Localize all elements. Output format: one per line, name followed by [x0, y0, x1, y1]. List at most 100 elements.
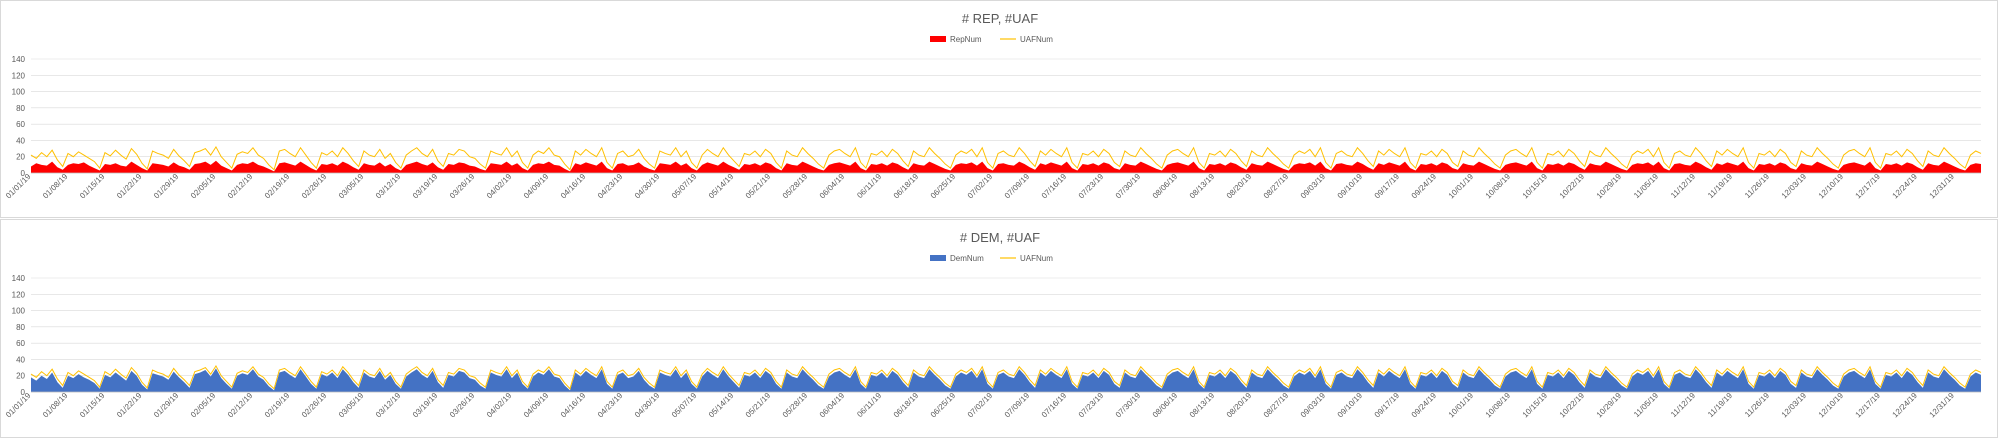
- dem-x-tick-11-05-19: 11/05/19: [1632, 391, 1660, 419]
- rep-series-repnum: [31, 160, 1981, 173]
- rep-x-tick-03-12-19: 03/12/19: [374, 172, 403, 201]
- rep-legend-label-repnum: RepNum: [950, 35, 982, 44]
- rep-y-tick-40: 40: [16, 136, 25, 145]
- dem-x-tick-06-04-19: 06/04/19: [818, 391, 847, 420]
- rep-legend-label-uafnum: UAFNum: [1020, 35, 1053, 44]
- dem-legend-label-demnum: DemNum: [950, 254, 984, 263]
- rep-x-tick-07-09-19: 07/09/19: [1003, 172, 1032, 201]
- rep-x-tick-12-10-19: 12/10/19: [1817, 172, 1846, 201]
- dem-x-tick-03-26-19: 03/26/19: [448, 391, 477, 420]
- dem-area-demnum: [31, 368, 1981, 392]
- dem-legend-swatch-demnum: [930, 255, 946, 261]
- rep-x-tick-06-11-19: 06/11/19: [855, 172, 883, 200]
- dem-y-tick-120: 120: [12, 290, 26, 299]
- rep-legend-item-uafnum: UAFNum: [1000, 35, 1053, 44]
- dem-legend-item-demnum: DemNum: [930, 254, 984, 263]
- dem-x-tick-01-08-19: 01/08/19: [41, 391, 70, 420]
- rep-x-tick-04-23-19: 04/23/19: [596, 172, 625, 201]
- rep-x-tick-10-29-19: 10/29/19: [1595, 172, 1624, 201]
- dem-x-tick-10-08-19: 10/08/19: [1484, 391, 1513, 420]
- rep-x-tick-07-30-19: 07/30/19: [1114, 172, 1143, 201]
- dem-x-tick-06-11-19: 06/11/19: [855, 391, 883, 419]
- rep-x-tick-08-06-19: 08/06/19: [1151, 172, 1180, 201]
- rep-y-tick-0: 0: [21, 169, 26, 178]
- dem-y-tick-100: 100: [12, 307, 26, 316]
- rep-x-tick-05-14-19: 05/14/19: [707, 172, 736, 201]
- rep-x-tick-09-03-19: 09/03/19: [1299, 172, 1328, 201]
- rep-x-tick-03-19-19: 03/19/19: [411, 172, 440, 201]
- dem-x-tick-04-16-19: 04/16/19: [559, 391, 588, 420]
- rep-x-tick-08-27-19: 08/27/19: [1262, 172, 1291, 201]
- dem-x-tick-08-20-19: 08/20/19: [1225, 391, 1254, 420]
- dem-legend-item-uafnum: UAFNum: [1000, 254, 1053, 263]
- rep-x-tick-02-05-19: 02/05/19: [189, 172, 218, 201]
- dem-x-tick-02-12-19: 02/12/19: [226, 391, 255, 420]
- rep-x-tick-12-17-19: 12/17/19: [1854, 172, 1883, 201]
- dem-x-tick-09-24-19: 09/24/19: [1410, 391, 1439, 420]
- dem-x-tick-12-03-19: 12/03/19: [1780, 391, 1809, 420]
- dem-x-tick-05-21-19: 05/21/19: [744, 391, 773, 420]
- dem-x-tick-06-18-19: 06/18/19: [892, 391, 921, 420]
- rep-x-tick-07-02-19: 07/02/19: [966, 172, 995, 201]
- rep-chart: # REP, #UAF RepNum UAFNum 0 20 40 60 80 100 120 14…: [4, 11, 1982, 201]
- dem-x-tick-10-15-19: 10/15/19: [1521, 391, 1550, 420]
- rep-x-tick-11-12-19: 11/12/19: [1669, 172, 1697, 200]
- dem-y-tick-60: 60: [16, 339, 25, 348]
- rep-chart-title: # REP, #UAF: [962, 11, 1038, 26]
- rep-x-tick-04-02-19: 04/02/19: [485, 172, 514, 201]
- rep-x-tick-07-16-19: 07/16/19: [1040, 172, 1069, 201]
- dem-x-tick-01-01-19: 01/01/19: [4, 391, 33, 420]
- rep-x-tick-02-19-19: 02/19/19: [263, 172, 292, 201]
- rep-x-tick-10-01-19: 10/01/19: [1447, 172, 1476, 201]
- rep-x-tick-12-24-19: 12/24/19: [1891, 172, 1920, 201]
- dem-y-tick-0: 0: [21, 388, 26, 397]
- dem-y-tick-140: 140: [12, 274, 26, 283]
- dem-x-tick-04-02-19: 04/02/19: [485, 391, 514, 420]
- rep-x-tick-12-31-19: 12/31/19: [1928, 172, 1957, 201]
- rep-x-tick-05-21-19: 05/21/19: [744, 172, 773, 201]
- dem-x-tick-01-22-19: 01/22/19: [115, 391, 144, 420]
- rep-x-tick-10-08-19: 10/08/19: [1484, 172, 1513, 201]
- dem-x-tick-01-29-19: 01/29/19: [152, 391, 181, 420]
- dem-x-tick-11-12-19: 11/12/19: [1669, 391, 1697, 419]
- rep-x-tick-12-03-19: 12/03/19: [1780, 172, 1809, 201]
- rep-y-tick-100: 100: [12, 88, 26, 97]
- dem-x-tick-08-27-19: 08/27/19: [1262, 391, 1291, 420]
- dem-chart: # DEM, #UAF DemNum UAFNum 0 20 40 60 80 100 120 14…: [4, 230, 1982, 420]
- dem-x-tick-10-01-19: 10/01/19: [1447, 391, 1476, 420]
- dem-x-tick-05-14-19: 05/14/19: [707, 391, 736, 420]
- rep-y-tick-20: 20: [16, 153, 25, 162]
- dem-x-tick-04-23-19: 04/23/19: [596, 391, 625, 420]
- rep-x-tick-01-29-19: 01/29/19: [152, 172, 181, 201]
- dem-x-tick-10-22-19: 10/22/19: [1558, 391, 1587, 420]
- dem-x-tick-09-17-19: 09/17/19: [1373, 391, 1402, 420]
- rep-x-tick-05-28-19: 05/28/19: [781, 172, 810, 201]
- dem-x-tick-08-13-19: 08/13/19: [1188, 391, 1217, 420]
- dem-y-tick-20: 20: [16, 372, 25, 381]
- rep-x-tick-10-22-19: 10/22/19: [1558, 172, 1587, 201]
- rep-area-repnum: [31, 160, 1981, 173]
- dem-x-tick-03-12-19: 03/12/19: [374, 391, 403, 420]
- dem-x-tick-12-24-19: 12/24/19: [1891, 391, 1920, 420]
- rep-y-tick-60: 60: [16, 120, 25, 129]
- rep-series-uafnum: [30, 145, 1982, 171]
- rep-x-tick-11-05-19: 11/05/19: [1632, 172, 1660, 200]
- rep-y-tick-80: 80: [16, 104, 25, 113]
- rep-x-tick-11-26-19: 11/26/19: [1743, 172, 1771, 200]
- dem-x-tick-04-09-19: 04/09/19: [522, 391, 551, 420]
- rep-x-tick-09-24-19: 09/24/19: [1410, 172, 1439, 201]
- rep-x-tick-07-23-19: 07/23/19: [1077, 172, 1106, 201]
- dem-chart-panel: # DEM, #UAF DemNum UAFNum 0 20 40 60 80 100 120 14…: [0, 219, 1998, 438]
- rep-x-tick-09-10-19: 09/10/19: [1336, 172, 1365, 201]
- dem-x-tick-11-19-19: 11/19/19: [1706, 391, 1734, 419]
- dem-x-tick-04-30-19: 04/30/19: [633, 391, 662, 420]
- rep-x-tick-04-16-19: 04/16/19: [559, 172, 588, 201]
- rep-x-tick-03-26-19: 03/26/19: [448, 172, 477, 201]
- rep-x-tick-08-13-19: 08/13/19: [1188, 172, 1217, 201]
- dem-series-uafnum: [30, 364, 1982, 390]
- rep-legend-swatch-repnum: [930, 36, 946, 42]
- rep-x-tick-01-01-19: 01/01/19: [4, 172, 33, 201]
- rep-legend-item-repnum: RepNum: [930, 35, 982, 44]
- dem-x-tick-07-23-19: 07/23/19: [1077, 391, 1106, 420]
- dem-x-tick-01-15-19: 01/15/19: [78, 391, 107, 420]
